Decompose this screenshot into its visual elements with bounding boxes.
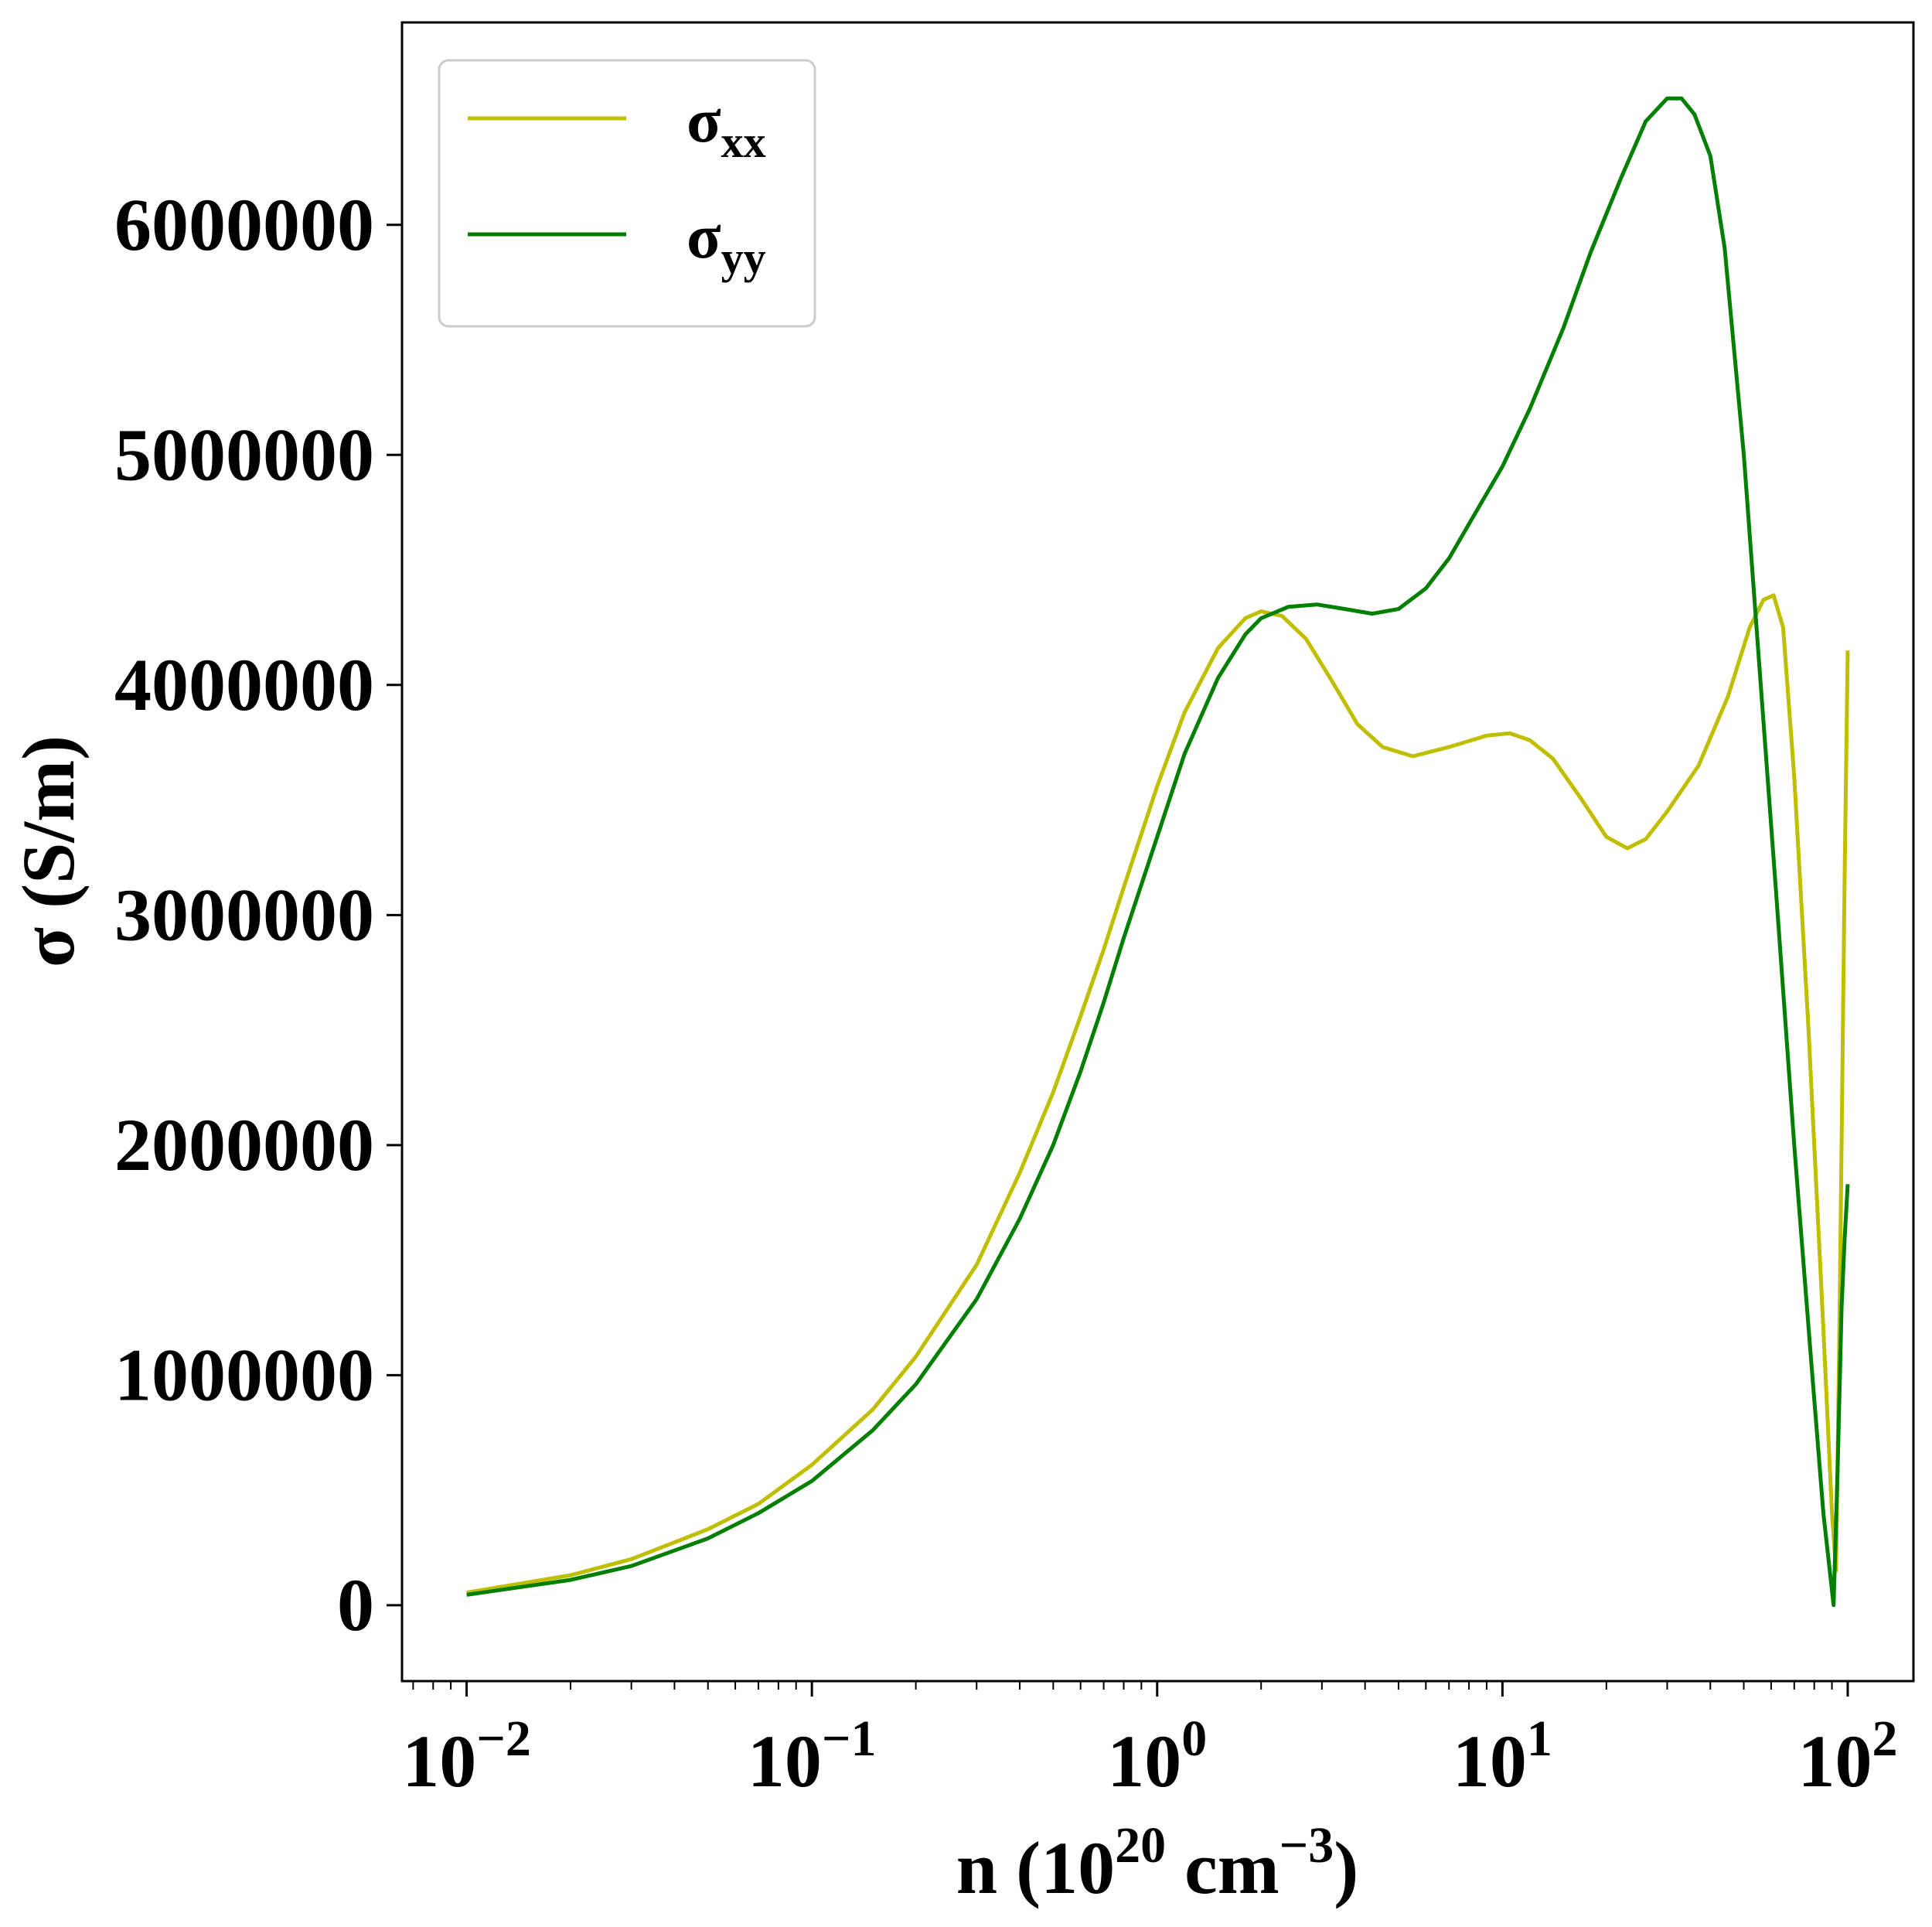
- legend-box: [438, 59, 816, 328]
- series-line-sigma-xx: [466, 593, 1850, 1594]
- y-tick-label: 6000000: [114, 183, 374, 266]
- x-tick-label: 102: [1797, 1710, 1897, 1803]
- y-tick-label: 2000000: [114, 1103, 374, 1186]
- x-axis-title: n (1020 cm−3): [956, 1817, 1359, 1909]
- y-tick-label: 1000000: [114, 1333, 374, 1416]
- x-tick-label: 10−2: [402, 1710, 531, 1803]
- y-tick-label: 3000000: [114, 873, 374, 956]
- legend-label-sigma-yy: σyy: [687, 201, 766, 283]
- x-tick-label: 10−1: [748, 1710, 877, 1803]
- x-tick-label: 101: [1453, 1710, 1552, 1803]
- y-tick-label: 0: [337, 1564, 374, 1646]
- x-tick-label: 100: [1107, 1710, 1207, 1803]
- y-tick-label: 4000000: [114, 643, 374, 726]
- legend-label-sigma-xx: σxx: [687, 85, 766, 167]
- series-line-sigma-yy: [466, 96, 1850, 1608]
- legend: σxx σyy: [438, 59, 816, 328]
- x-axis: 10−2 10−1 100 101 102: [402, 1681, 1897, 1803]
- y-axis-title: σ (S/m): [7, 735, 90, 967]
- y-tick-label: 5000000: [114, 413, 374, 496]
- y-axis: 0 1000000 2000000 3000000 4000000 5000000 6000…: [114, 183, 402, 1646]
